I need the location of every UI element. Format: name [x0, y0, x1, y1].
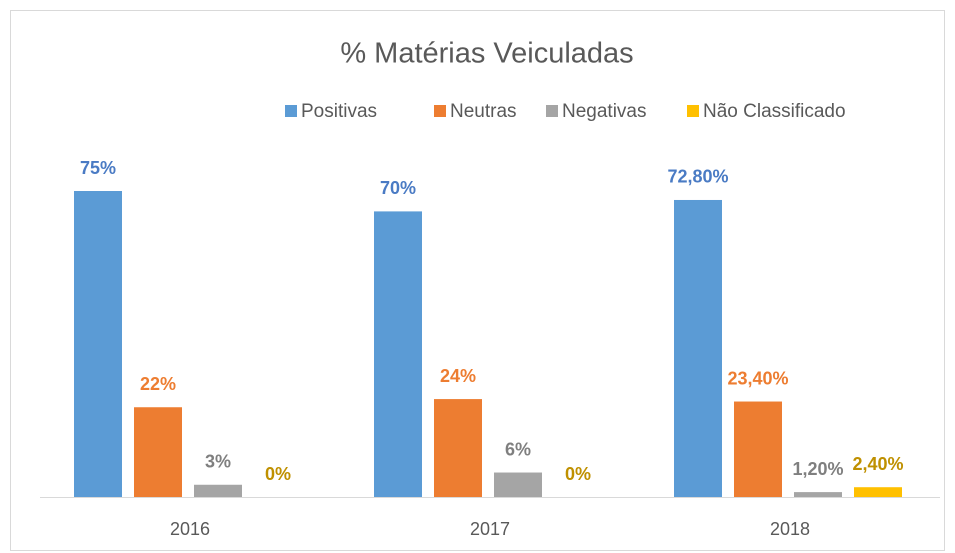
- x-tick-label: 2018: [770, 519, 810, 539]
- bar: [194, 484, 242, 497]
- data-label: 6%: [505, 439, 531, 459]
- legend-swatch: [546, 105, 558, 117]
- legend-label: Negativas: [562, 101, 647, 122]
- bar: [854, 487, 902, 497]
- data-label: 24%: [440, 366, 476, 386]
- x-tick-label: 2017: [470, 519, 510, 539]
- bar: [674, 199, 722, 497]
- legend-swatch: [687, 105, 699, 117]
- data-label: 1,20%: [792, 459, 843, 479]
- legend-label: Positivas: [301, 101, 377, 122]
- data-label: 0%: [265, 464, 291, 484]
- bar: [374, 211, 422, 497]
- chart-title: % Matérias Veiculadas: [340, 38, 633, 70]
- data-label: 22%: [140, 374, 176, 394]
- bar: [494, 472, 542, 497]
- data-label: 72,80%: [667, 167, 728, 187]
- data-label: 0%: [565, 464, 591, 484]
- data-label: 2,40%: [852, 454, 903, 474]
- bar: [794, 492, 842, 497]
- bar: [74, 191, 122, 497]
- bar: [734, 401, 782, 497]
- data-label: 75%: [80, 158, 116, 178]
- data-label: 70%: [380, 178, 416, 198]
- legend-swatch: [434, 105, 446, 117]
- data-label: 23,40%: [727, 368, 788, 388]
- bar: [434, 399, 482, 497]
- x-tick-label: 2016: [170, 519, 210, 539]
- bar: [134, 407, 182, 497]
- legend-label: Não Classificado: [703, 101, 846, 122]
- legend-label: Neutras: [450, 101, 517, 122]
- data-label: 3%: [205, 452, 231, 472]
- legend-swatch: [285, 105, 297, 117]
